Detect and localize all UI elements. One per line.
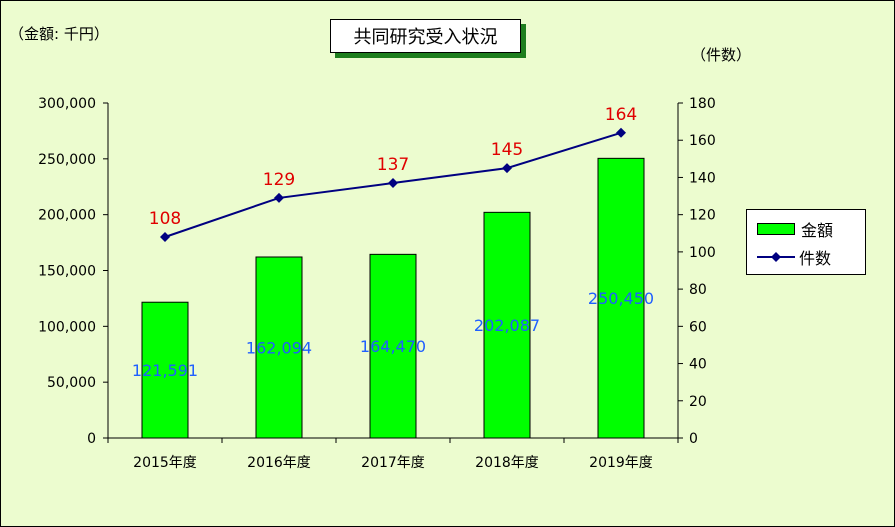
right-axis-tick-label: 180 [689,96,716,112]
legend-line-marker-icon [757,252,795,262]
bar-amount [255,256,303,439]
line-value-label: 137 [377,155,409,175]
bar-amount [141,301,189,439]
left-axis-tick-label: 300,000 [38,96,96,112]
bar-value-label: 162,094 [246,338,312,357]
right-axis-tick-label: 140 [689,170,716,186]
line-value-label: 145 [491,140,523,160]
legend-label-amount: 金額 [801,221,834,240]
right-axis-tick-label: 40 [689,357,707,373]
bar-value-label: 164,470 [360,337,426,356]
line-point-marker [160,232,170,242]
bar-value-label: 250,450 [588,289,654,308]
bar-amount [369,253,417,439]
right-axis-tick-label: 80 [689,282,707,298]
line-value-label: 129 [263,170,295,190]
right-axis-unit: （件数） [691,46,752,64]
line-point-marker [502,163,512,174]
legend-item-amount: 金額 [757,218,833,240]
legend-item-count: 件数 [757,246,831,268]
bar-amount [597,157,645,439]
right-axis-tick-label: 120 [689,208,716,224]
left-axis-tick-label: 100,000 [38,319,96,335]
right-axis-tick-label: 100 [689,245,716,261]
line-point-marker [274,192,284,203]
right-axis-tick-label: 0 [689,431,698,447]
right-axis-tick-label: 20 [689,394,707,410]
left-axis-tick-label: 50,000 [47,375,96,391]
left-axis-tick-label: 250,000 [38,152,96,168]
x-axis-tick-label: 2019年度 [589,455,653,471]
right-axis-tick-label: 60 [689,319,707,335]
x-axis-tick-label: 2018年度 [475,455,539,471]
line-value-label: 164 [605,105,637,125]
x-axis-tick-label: 2017年度 [361,455,425,471]
x-axis-tick-label: 2015年度 [133,455,197,471]
left-axis-tick-label: 150,000 [38,264,96,280]
line-value-label: 108 [149,209,181,229]
bar-value-label: 202,087 [474,316,540,335]
legend-bar-swatch-icon [757,223,795,235]
x-axis-tick-label: 2016年度 [247,455,311,471]
line-point-marker [388,178,398,189]
right-axis-tick-label: 160 [689,133,716,149]
chart-title: 共同研究受入状況 [330,19,521,53]
legend-label-count: 件数 [799,249,832,268]
bar-value-label: 121,591 [132,361,198,380]
left-axis-tick-label: 200,000 [38,208,96,224]
chart-legend: 金額 件数 [746,209,866,275]
left-axis-tick-label: 0 [87,431,96,447]
bar-amount [483,211,531,439]
left-axis-unit: （金額: 千円） [9,25,109,43]
line-point-marker [616,127,626,138]
